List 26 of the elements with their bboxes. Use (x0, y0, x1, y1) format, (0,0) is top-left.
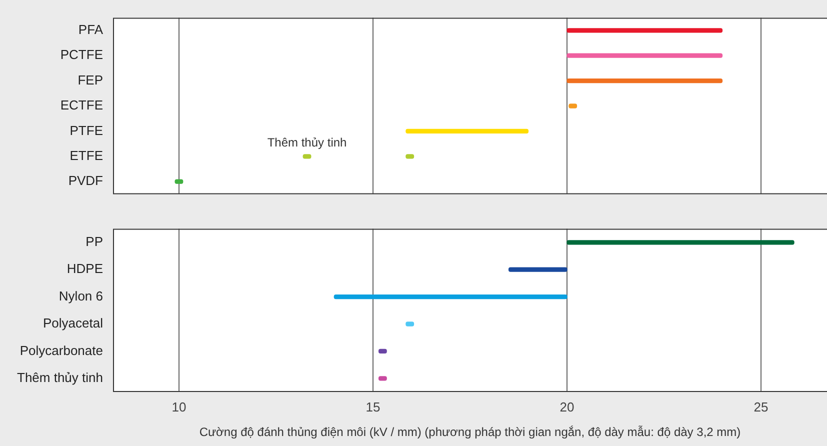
x-tick-label: 15 (366, 399, 380, 414)
y-tick-label: ECTFE (60, 98, 104, 113)
y-tick-label: PFA (78, 22, 104, 37)
y-tick-label: Polyacetal (43, 316, 104, 331)
y-tick-label: FEP (78, 72, 103, 88)
annotation: Thêm thủy tinh (267, 136, 347, 150)
y-tick-label: Nylon 6 (58, 288, 103, 304)
bar (334, 294, 568, 300)
y-tick-label: PVDF (68, 173, 104, 188)
bar (406, 128, 529, 134)
x-tick-label: 20 (560, 399, 574, 414)
bar (566, 78, 723, 84)
y-tick-label: PCTFE (60, 47, 104, 62)
bar (566, 240, 794, 245)
y-tick-label: ETFE (70, 148, 104, 163)
y-tick-label: Polycarbonate (20, 342, 103, 358)
x-tick-label: 25 (754, 399, 768, 414)
bar (566, 28, 723, 33)
bar (566, 53, 723, 58)
x-axis-title: Cường độ đánh thủng điện môi (kV / mm) (phương pháp thời gian ngắn, độ dày mẫu: độ dày 3,2 mm) (199, 425, 741, 440)
y-tick-label: HDPE (66, 261, 104, 276)
y-tick-label: Thêm thủy tinh (17, 370, 103, 385)
x-tick-label: 10 (172, 399, 186, 414)
y-tick-label: PP (86, 234, 103, 249)
y-tick-label: PTFE (70, 122, 104, 138)
bar (508, 267, 568, 272)
